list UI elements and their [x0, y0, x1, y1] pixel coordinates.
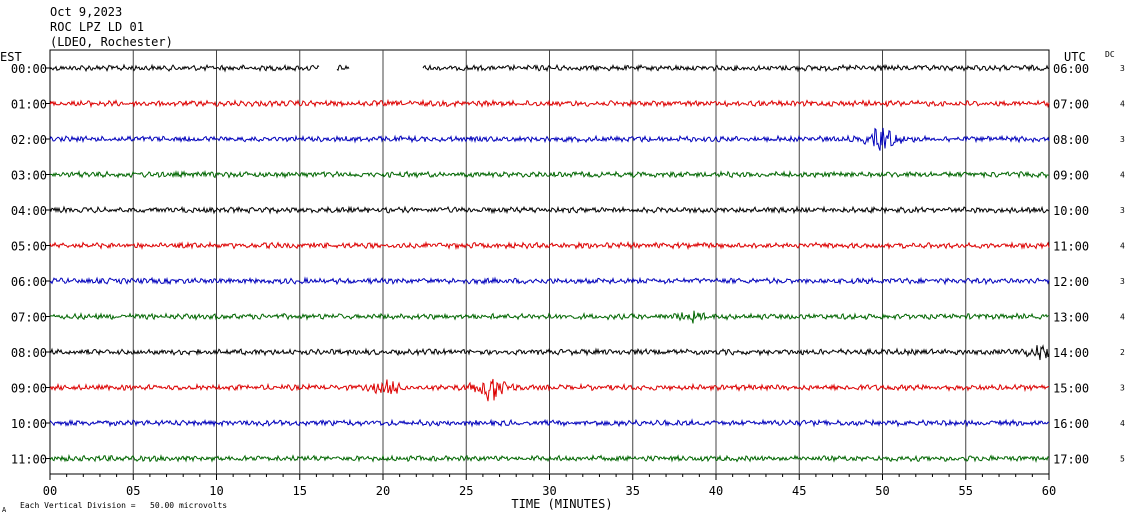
x-tick-label: 40 [709, 484, 723, 498]
dc-header-label: DC [1105, 50, 1115, 59]
est-hour-label: 04:00 [11, 204, 47, 218]
corner-mark: A [2, 506, 7, 514]
chart-date: Oct 9,2023 [50, 5, 122, 19]
utc-hour-label: 10:00 [1053, 204, 1089, 218]
utc-hour-label: 09:00 [1053, 169, 1089, 183]
dc-value: 3 [1120, 206, 1125, 215]
est-hour-label: 05:00 [11, 240, 47, 254]
trace-line [49, 98, 1050, 109]
seismic-traces [49, 63, 1050, 464]
utc-hour-label: 16:00 [1053, 417, 1089, 431]
trace-line [49, 205, 1050, 215]
utc-hour-label: 12:00 [1053, 275, 1089, 289]
trace-line [49, 63, 1050, 73]
x-tick-label: 15 [293, 484, 307, 498]
utc-hour-label: 08:00 [1053, 133, 1089, 147]
scale-note: Each Vertical Division = 50.00 microvolt… [20, 501, 227, 510]
right-axis-label: UTC [1064, 50, 1086, 64]
utc-hour-label: 14:00 [1053, 346, 1089, 360]
dc-value: 4 [1120, 242, 1125, 251]
est-hour-label: 08:00 [11, 346, 47, 360]
trace-line [49, 276, 1050, 286]
trace-line [49, 453, 1050, 464]
x-axis-title: TIME (MINUTES) [511, 497, 612, 511]
dc-value: 3 [1120, 64, 1125, 73]
trace-line [49, 378, 1050, 402]
est-hour-label: 06:00 [11, 275, 47, 289]
dc-value: 4 [1120, 171, 1125, 180]
est-hour-label: 02:00 [11, 133, 47, 147]
row-labels: 00:00 06:00 3 01:00 07:00 4 02:00 08:00 3 03:00 09… [11, 62, 1125, 467]
trace-line [49, 344, 1050, 361]
x-tick-label: 10 [209, 484, 223, 498]
utc-hour-label: 13:00 [1053, 311, 1089, 325]
est-hour-label: 07:00 [11, 311, 47, 325]
est-hour-label: 10:00 [11, 417, 47, 431]
x-tick-label: 00 [43, 484, 57, 498]
x-tick-label: 30 [542, 484, 556, 498]
est-hour-label: 03:00 [11, 169, 47, 183]
est-hour-label: 01:00 [11, 98, 47, 112]
chart-network: (LDEO, Rochester) [50, 35, 173, 49]
time-gridlines [132, 50, 967, 474]
dc-value: 3 [1120, 277, 1125, 286]
dc-value: 4 [1120, 313, 1125, 322]
dc-value: 4 [1120, 419, 1125, 428]
dc-value: 2 [1120, 348, 1125, 357]
x-tick-label: 35 [626, 484, 640, 498]
trace-line [49, 310, 1049, 324]
x-tick-label: 05 [126, 484, 140, 498]
utc-hour-label: 06:00 [1053, 62, 1089, 76]
dc-value: 5 [1120, 455, 1125, 464]
utc-hour-label: 11:00 [1053, 240, 1089, 254]
x-tick-label: 50 [875, 484, 889, 498]
chart-station: ROC LPZ LD 01 [50, 20, 144, 34]
dc-value: 3 [1120, 384, 1125, 393]
utc-hour-label: 17:00 [1053, 453, 1089, 467]
x-tick-label: 20 [376, 484, 390, 498]
trace-line [49, 240, 1050, 251]
x-tick-label: 45 [792, 484, 806, 498]
left-axis-label: EST [0, 50, 22, 64]
est-hour-label: 09:00 [11, 382, 47, 396]
dc-value: 4 [1120, 100, 1125, 109]
trace-line [49, 127, 1050, 151]
x-tick-label: 25 [459, 484, 473, 498]
dc-value: 3 [1120, 135, 1125, 144]
trace-line [49, 418, 1049, 428]
est-hour-label: 11:00 [11, 453, 47, 467]
est-hour-label: 00:00 [11, 62, 47, 76]
x-tick-label: 55 [959, 484, 973, 498]
x-axis-ticks: 00 05 10 15 20 25 30 35 40 45 50 55 60 [43, 474, 1056, 498]
x-tick-label: 60 [1042, 484, 1056, 498]
trace-line [49, 169, 1050, 179]
utc-hour-label: 15:00 [1053, 382, 1089, 396]
utc-hour-label: 07:00 [1053, 98, 1089, 112]
